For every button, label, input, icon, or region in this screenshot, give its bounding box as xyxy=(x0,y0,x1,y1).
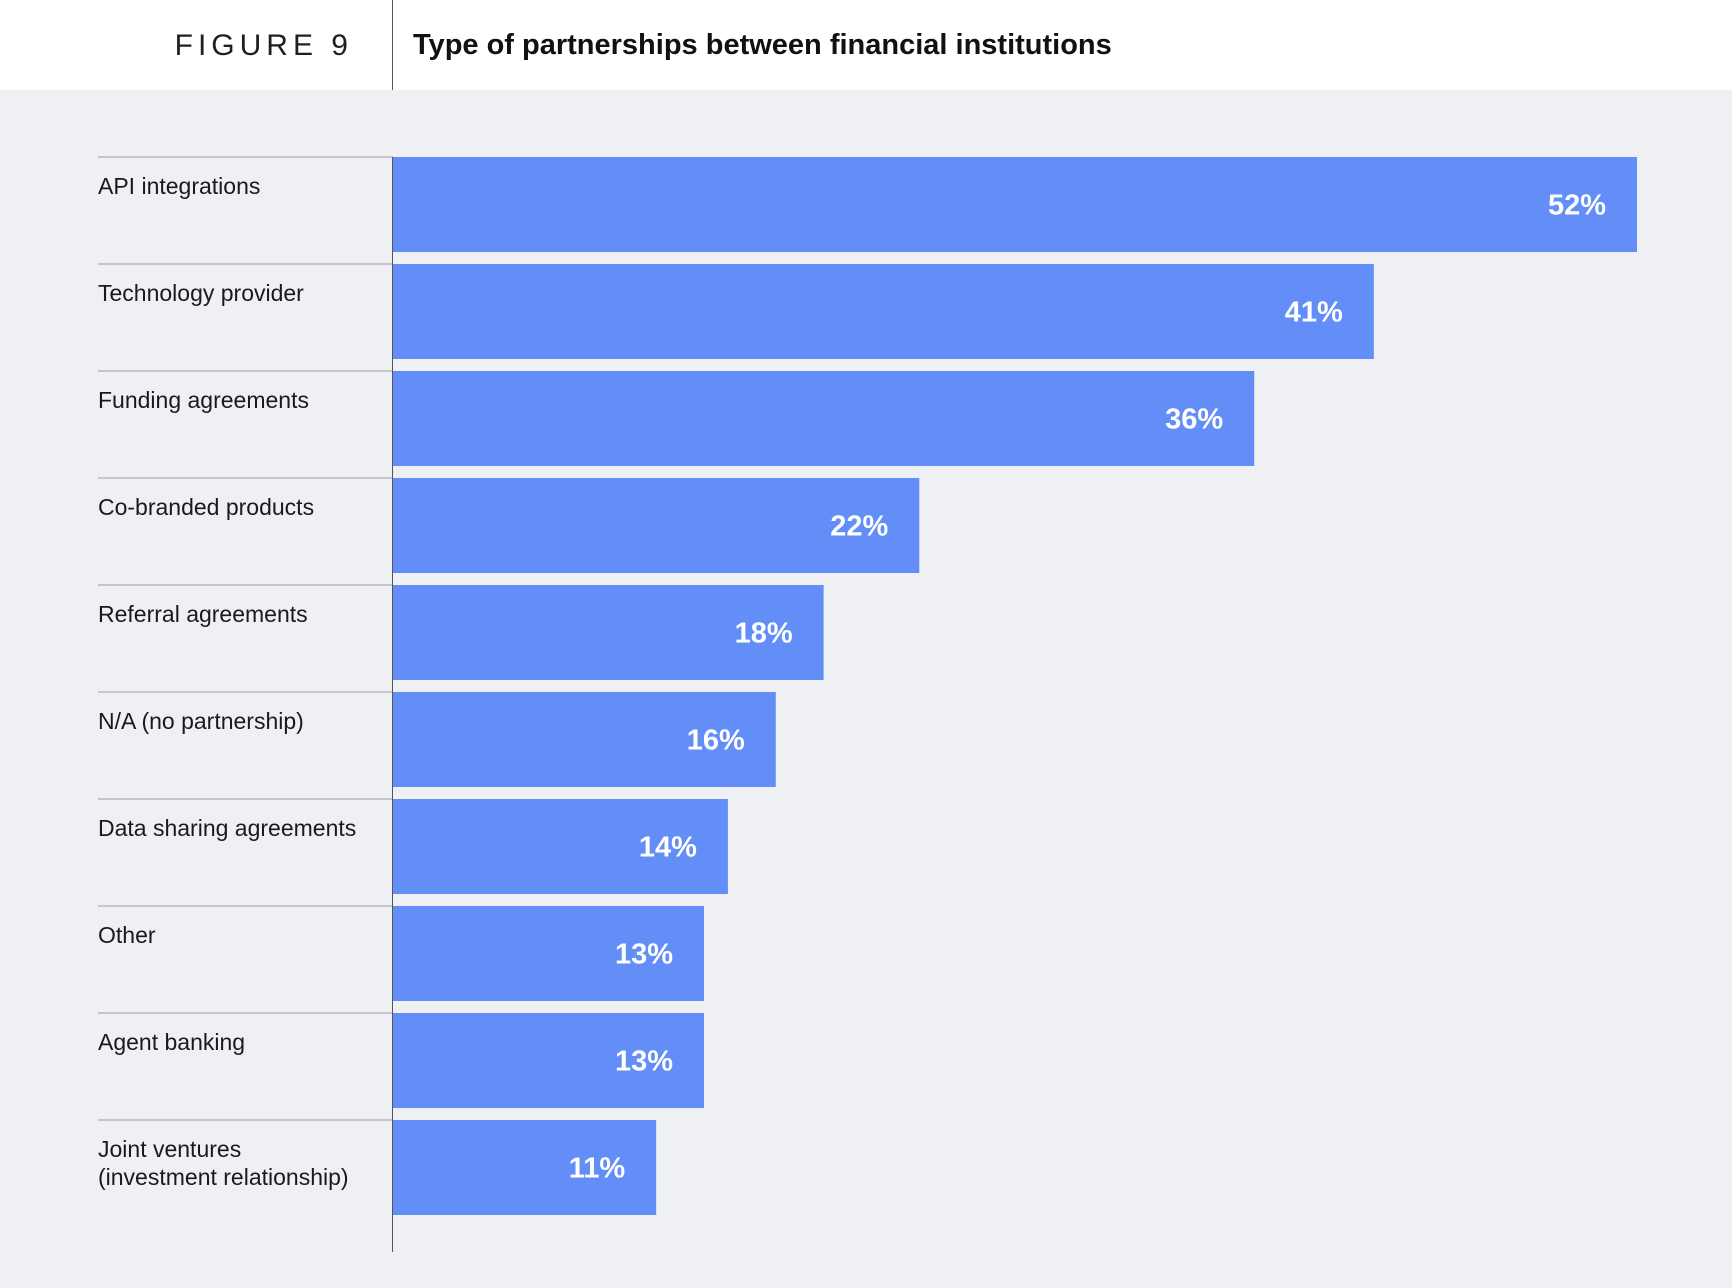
bar xyxy=(393,1013,704,1108)
category-label: Funding agreements xyxy=(98,387,309,413)
bar-value-label: 14% xyxy=(639,832,697,864)
bar xyxy=(393,692,776,787)
bar xyxy=(393,478,920,573)
bar xyxy=(393,799,728,894)
category-label: Agent banking xyxy=(98,1029,245,1055)
figure-title: Type of partnerships between financial i… xyxy=(413,29,1112,61)
category-label: Joint ventures (investment relationship) xyxy=(98,1136,349,1190)
category-label: Co-branded products xyxy=(98,494,314,520)
category-label: N/A (no partnership) xyxy=(98,708,304,734)
bar-value-label: 18% xyxy=(735,618,793,650)
bar-value-label: 41% xyxy=(1285,297,1343,329)
chart-panel: 52% API integrations 41% Technology provide… xyxy=(0,90,1732,1288)
bar xyxy=(393,157,1637,252)
category-label: API integrations xyxy=(98,173,260,199)
bar-value-label: 13% xyxy=(615,939,673,971)
bar-value-label: 36% xyxy=(1165,404,1223,436)
category-label: Technology provider xyxy=(98,280,304,306)
figure-header: FIGURE 9 Type of partnerships between fi… xyxy=(0,0,1732,90)
bar-value-label: 16% xyxy=(687,725,745,757)
bar-value-label: 52% xyxy=(1548,190,1606,222)
bar-value-label: 22% xyxy=(830,511,888,543)
bar xyxy=(393,264,1374,359)
bar xyxy=(393,585,824,680)
category-label: Other xyxy=(98,922,156,948)
bar xyxy=(393,371,1255,466)
header-divider xyxy=(392,0,393,90)
bar-value-label: 13% xyxy=(615,1046,673,1078)
bar xyxy=(393,1120,657,1215)
category-label: Data sharing agreements xyxy=(98,815,356,841)
bar-chart: 52% API integrations 41% Technology provide… xyxy=(98,156,1637,1252)
bar-value-label: 11% xyxy=(569,1153,626,1185)
category-label: Referral agreements xyxy=(98,601,308,627)
bar xyxy=(393,906,704,1001)
figure-number: FIGURE 9 xyxy=(174,29,353,62)
